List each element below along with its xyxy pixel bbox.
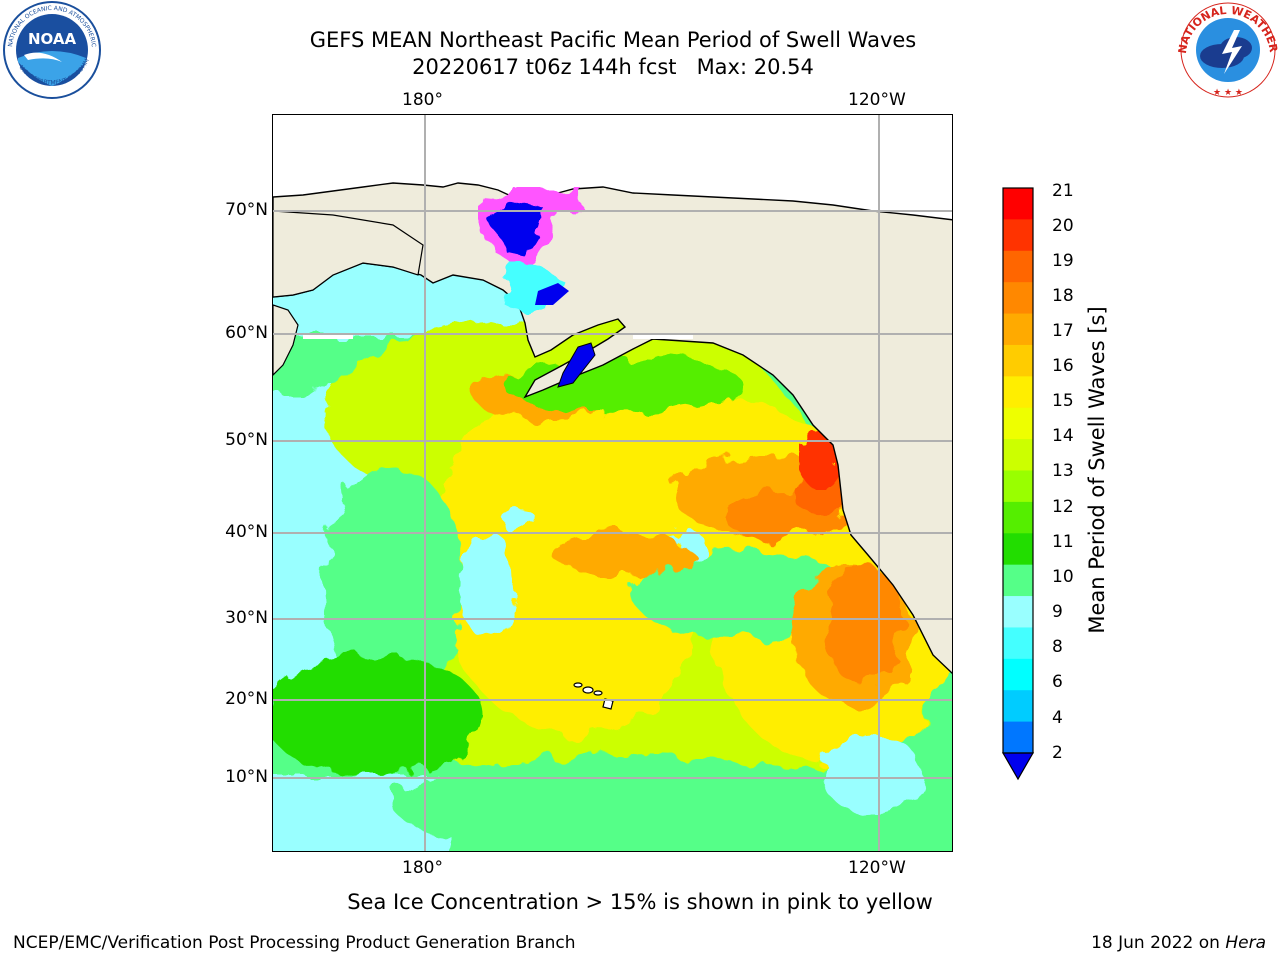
footer-date: 18 Jun 2022 on Hera [1091,933,1266,953]
colorbar-swatch [1003,439,1033,471]
colorbar-swatch [1003,470,1033,503]
colorbar-tick-14: 14 [1052,426,1074,446]
colorbar-swatch [1003,721,1033,754]
colorbar-swatch [1003,282,1033,315]
colorbar-tick-18: 18 [1052,286,1074,306]
colorbar-tick-20: 20 [1052,216,1074,236]
colorbar-swatch [1003,407,1033,440]
noaa-logo: NOAA NATIONAL OCEANIC AND ATMOSPHERIC AD… [0,0,102,100]
colorbar-tick-15: 15 [1052,391,1074,411]
colorbar-swatch [1003,376,1033,409]
bottom-lon-label-120w: 120°W [848,858,906,878]
lat-label-20n: 20°N [225,689,268,709]
colorbar-swatch [1003,564,1033,597]
chart-title: GEFS MEAN Northeast Pacific Mean Period … [309,28,917,52]
svg-text:★ ★ ★: ★ ★ ★ [1213,88,1243,98]
colorbar-tick-8: 8 [1052,637,1063,657]
colorbar-tick-21: 21 [1052,181,1074,201]
sea-ice-note: Sea Ice Concentration > 15% is shown in … [347,890,933,914]
chart-subtitle: 20220617 t06z 144h fcst Max: 20.54 [412,55,814,79]
national-weather-service-logo: NATIONAL WEATHER SERVICE ★ ★ ★ [1174,0,1280,100]
colorbar-extension [1001,752,1035,781]
footer-machine: Hera [1225,933,1266,953]
colorbar-swatch [1003,219,1033,252]
swell-period-map [272,114,953,852]
colorbar-swatch [1003,627,1033,660]
lat-label-10n: 10°N [225,767,268,787]
swell-period-field [273,305,952,851]
colorbar-tick-19: 19 [1052,251,1074,271]
colorbar-swatch [1003,658,1033,691]
colorbar [1000,185,1040,789]
lat-label-60n: 60°N [225,323,268,343]
colorbar-tick-12: 12 [1052,497,1074,517]
colorbar-tick-10: 10 [1052,567,1074,587]
colorbar-swatch [1003,250,1033,283]
lat-label-30n: 30°N [225,608,268,628]
lat-label-70n: 70°N [225,200,268,220]
colorbar-tick-13: 13 [1052,461,1074,481]
colorbar-swatch [1003,501,1033,534]
footer-date-text: 18 Jun 2022 on [1091,933,1226,953]
landmass [273,115,952,675]
top-lon-label-180: 180° [402,90,443,110]
colorbar-swatch [1003,533,1033,566]
colorbar-swatch [1003,313,1033,346]
top-lon-label-120w: 120°W [848,90,906,110]
colorbar-label: Mean Period of Swell Waves [s] [1085,306,1109,634]
graticule [273,115,952,851]
colorbar-tick-9: 9 [1052,602,1063,622]
svg-text:NOAA: NOAA [28,30,77,48]
hawaii-islands [573,682,614,710]
lat-label-40n: 40°N [225,522,268,542]
colorbar-tick-4: 4 [1052,708,1063,728]
colorbar-tick-2: 2 [1052,743,1063,763]
colorbar-tick-16: 16 [1052,356,1074,376]
colorbar-tick-17: 17 [1052,321,1074,341]
colorbar-tick-11: 11 [1052,532,1074,552]
bottom-lon-label-180: 180° [402,858,443,878]
footer-credit: NCEP/EMC/Verification Post Processing Pr… [13,933,576,953]
colorbar-swatch [1003,344,1033,377]
colorbar-swatch [1003,188,1033,220]
colorbar-swatch [1003,690,1033,723]
colorbar-frame [1002,187,1034,754]
colorbar-swatch [1003,596,1033,628]
lat-label-50n: 50°N [225,430,268,450]
colorbar-swatches [1001,187,1035,781]
colorbar-tick-6: 6 [1052,672,1063,692]
